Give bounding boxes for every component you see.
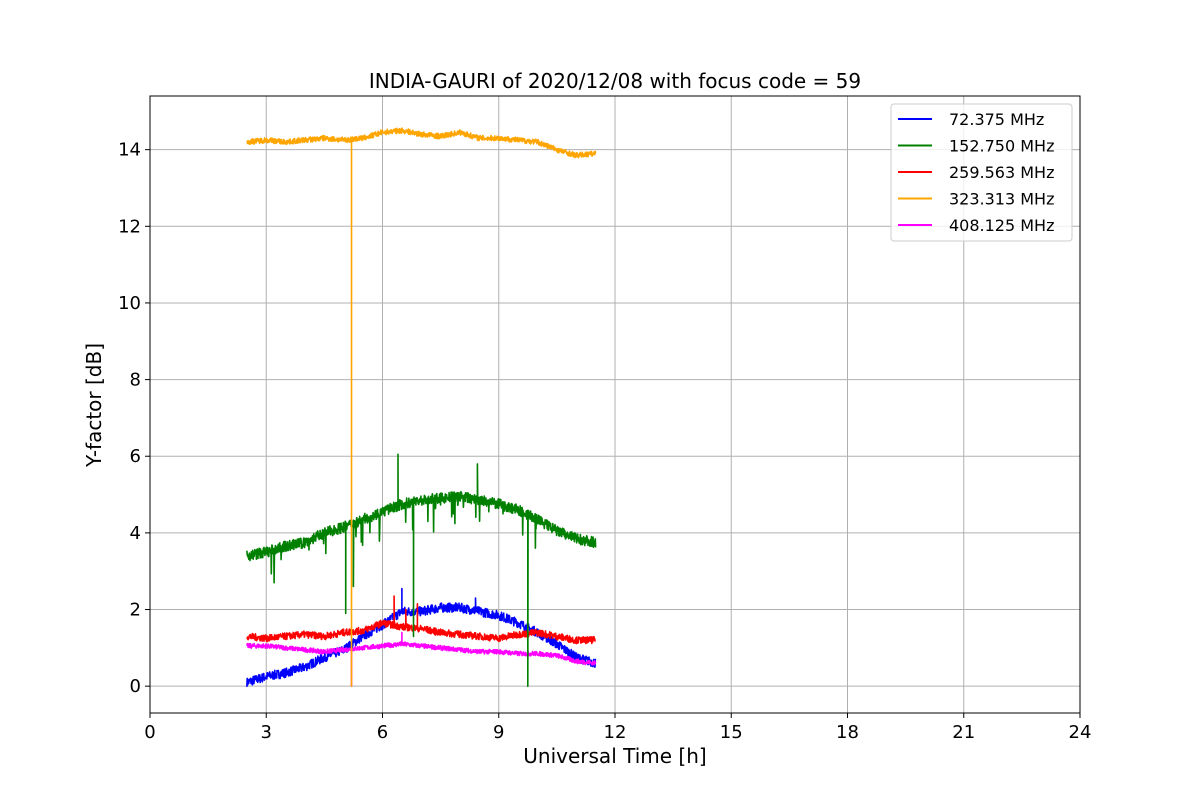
x-tick-label: 6 xyxy=(377,722,388,743)
y-tick-label: 6 xyxy=(130,446,141,467)
series-2-line xyxy=(246,453,597,688)
series-4-trace xyxy=(246,127,597,688)
y-tick-label: 4 xyxy=(130,523,141,544)
chart-title: INDIA-GAURI of 2020/12/08 with focus cod… xyxy=(369,69,861,93)
y-tick-label: 0 xyxy=(130,676,141,697)
x-axis: 0 3 6 9 12 15 18 21 24 xyxy=(144,713,1091,743)
series-2-trace xyxy=(246,453,597,688)
series-4-line xyxy=(246,127,597,688)
legend-label: 259.563 MHz xyxy=(949,163,1054,182)
series-layer xyxy=(246,127,597,688)
x-tick-label: 15 xyxy=(720,722,743,743)
series-3-trace xyxy=(246,595,597,645)
x-tick-label: 0 xyxy=(144,722,155,743)
x-tick-label: 18 xyxy=(836,722,859,743)
y-axis-label: Y-factor [dB] xyxy=(82,343,106,468)
y-tick-label: 10 xyxy=(118,293,141,314)
x-tick-label: 12 xyxy=(604,722,627,743)
x-tick-label: 24 xyxy=(1069,722,1092,743)
series-5-trace xyxy=(246,631,597,688)
x-tick-label: 9 xyxy=(493,722,504,743)
series-1-trace xyxy=(246,587,597,687)
legend: 72.375 MHz 152.750 MHz 259.563 MHz 323.313 … xyxy=(890,103,1073,242)
series-1-line xyxy=(246,587,597,687)
x-tick-label: 21 xyxy=(952,722,975,743)
legend-label: 152.750 MHz xyxy=(949,137,1054,156)
y-tick-label: 12 xyxy=(118,216,141,237)
series-3-line xyxy=(246,595,597,645)
x-axis-label: Universal Time [h] xyxy=(523,744,706,768)
legend-label: 72.375 MHz xyxy=(949,110,1044,129)
y-tick-label: 14 xyxy=(118,140,141,161)
y-axis: 0 2 4 6 8 10 12 14 xyxy=(118,140,150,697)
y-tick-label: 8 xyxy=(130,370,141,391)
legend-label: 408.125 MHz xyxy=(949,216,1054,235)
legend-box xyxy=(890,103,1073,242)
series-5-line xyxy=(246,631,597,688)
x-tick-label: 3 xyxy=(261,722,272,743)
legend-label: 323.313 MHz xyxy=(949,190,1054,209)
y-tick-label: 2 xyxy=(130,600,141,621)
